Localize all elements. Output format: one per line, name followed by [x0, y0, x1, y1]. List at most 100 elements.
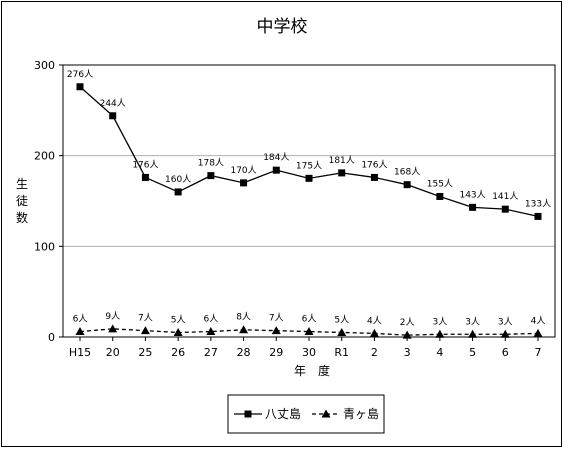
y-tick-label: 100 [34, 240, 55, 253]
series-layer: 276人 244人 176人 160人 178人 170人 184人 175人 181人 176人… [67, 69, 551, 339]
data-point [207, 172, 215, 180]
series-2: 6人 9人 7人 5人 6人 8人 7人 6人 5人 4人 2人 3人 3人 3人 4人 [73, 311, 546, 339]
x-tick-label: 28 [237, 346, 251, 359]
data-label: 4人 [531, 315, 546, 326]
x-tick-label: 5 [469, 346, 476, 359]
data-label: 155人 [427, 178, 453, 189]
data-point [173, 327, 183, 336]
data-point [469, 203, 477, 211]
data-point [109, 112, 117, 120]
x-axis: H15 20 25 26 27 28 29 30 R1 2 3 4 5 6 7 [69, 337, 542, 359]
data-point [240, 179, 248, 187]
data-point [403, 181, 411, 189]
data-label: 6人 [203, 314, 218, 325]
legend-marker [321, 409, 331, 418]
data-point [533, 328, 543, 337]
data-label: 6人 [302, 314, 317, 325]
x-axis-label: 年 度 [294, 363, 330, 378]
data-label: 160人 [165, 174, 191, 185]
data-point [369, 328, 379, 337]
data-point [108, 324, 118, 333]
y-axis-label-text: 生徒数 [16, 177, 28, 225]
data-point [140, 326, 150, 335]
data-label: 176人 [361, 159, 387, 170]
data-label: 3人 [498, 316, 513, 327]
data-label: 3人 [432, 316, 447, 327]
data-point [370, 173, 378, 181]
x-tick-label: 4 [436, 346, 443, 359]
data-label: 3人 [465, 316, 480, 327]
data-point [75, 327, 85, 336]
data-point [305, 174, 313, 182]
plot-area [62, 64, 556, 338]
data-label: 2人 [400, 317, 415, 328]
y-axis: 0 100 200 300 [34, 59, 63, 344]
x-tick-label: R1 [334, 346, 349, 359]
legend-marker [244, 410, 252, 418]
y-tick-label: 200 [34, 150, 55, 163]
x-tick-label: 26 [171, 346, 185, 359]
data-label: 6人 [73, 314, 88, 325]
legend-item-1: 八丈島 [234, 406, 301, 421]
data-label: 7人 [138, 313, 153, 324]
data-point [436, 192, 444, 200]
data-point [435, 329, 445, 338]
x-tick-label: 3 [404, 346, 411, 359]
data-label: 7人 [269, 313, 284, 324]
data-point [501, 205, 509, 213]
x-tick-label: H15 [69, 346, 91, 359]
legend: 八丈島 青ヶ島 [227, 394, 385, 434]
data-label: 8人 [236, 312, 251, 323]
data-point [500, 329, 510, 338]
data-point [76, 83, 84, 91]
data-point [239, 325, 249, 334]
data-point [272, 166, 280, 174]
data-label: 141人 [492, 191, 518, 202]
data-point [174, 188, 182, 196]
data-label: 9人 [105, 311, 120, 322]
data-point [141, 173, 149, 181]
y-axis-label: 生徒数 [16, 177, 28, 225]
x-tick-label: 20 [106, 346, 120, 359]
data-point [338, 169, 346, 177]
y-tick-label: 300 [34, 59, 55, 72]
data-point [337, 327, 347, 336]
legend-item-2: 青ヶ島 [312, 406, 379, 421]
data-point [206, 327, 216, 336]
x-tick-label: 27 [204, 346, 218, 359]
x-tick-label: 25 [138, 346, 152, 359]
gridlines [63, 155, 555, 247]
x-tick-label: 29 [269, 346, 283, 359]
data-point [468, 329, 478, 338]
chart-title: 中学校 [257, 17, 308, 37]
data-label: 184人 [263, 152, 289, 163]
data-label: 176人 [132, 159, 158, 170]
series-1: 276人 244人 176人 160人 178人 170人 184人 175人 181人 176人… [67, 69, 551, 220]
data-point [534, 212, 542, 220]
y-axis-label-char: 生 [16, 177, 28, 191]
legend-box [227, 394, 385, 434]
data-label: 143人 [459, 189, 485, 200]
data-point [304, 327, 314, 336]
data-point [271, 326, 281, 335]
data-label: 276人 [67, 69, 93, 80]
data-label: 181人 [329, 155, 355, 166]
x-tick-label: 6 [502, 346, 509, 359]
data-label: 133人 [525, 198, 551, 209]
x-tick-label: 7 [535, 346, 542, 359]
data-label: 4人 [367, 315, 382, 326]
y-axis-label-char: 徒 [16, 194, 28, 208]
y-tick-label: 0 [48, 331, 55, 344]
data-label: 170人 [230, 165, 256, 176]
data-label: 175人 [296, 160, 322, 171]
data-label: 178人 [198, 158, 224, 169]
x-tick-label: 2 [371, 346, 378, 359]
legend-label: 八丈島 [265, 406, 301, 421]
data-label: 168人 [394, 167, 420, 178]
data-label: 5人 [171, 314, 186, 325]
x-tick-label: 30 [302, 346, 316, 359]
data-point [402, 330, 412, 339]
data-label: 5人 [334, 314, 349, 325]
